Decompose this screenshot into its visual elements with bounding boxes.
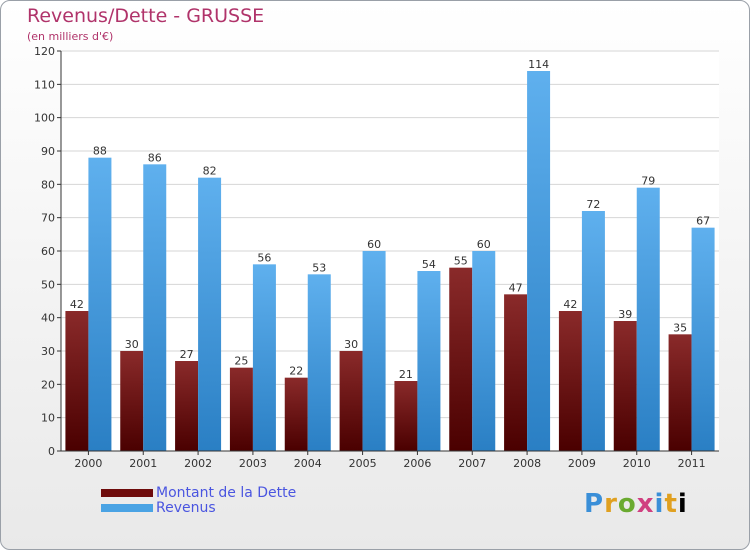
- bar-revenus: [581, 211, 605, 451]
- bar-dette: [65, 311, 89, 451]
- bar-revenus: [691, 227, 715, 451]
- y-tick-label: 90: [41, 145, 55, 158]
- data-label-dette: 30: [344, 338, 358, 351]
- data-label-revenus: 72: [586, 198, 600, 211]
- bar-dette: [613, 321, 637, 451]
- data-label-dette: 42: [70, 298, 84, 311]
- bar-revenus: [143, 164, 167, 452]
- y-tick-label: 110: [34, 78, 55, 91]
- data-label-dette: 47: [509, 281, 523, 294]
- y-tick-label: 100: [34, 112, 55, 125]
- x-tick-label: 2001: [129, 457, 157, 470]
- legend-label-dette: Montant de la Dette: [156, 485, 297, 501]
- y-tick-label: 40: [41, 312, 55, 325]
- bar-dette: [449, 267, 473, 451]
- data-label-dette: 25: [234, 355, 248, 368]
- bar-dette: [339, 351, 363, 451]
- data-label-dette: 30: [125, 338, 139, 351]
- bar-revenus: [527, 71, 551, 451]
- x-tick-label: 2008: [513, 457, 541, 470]
- bar-dette: [558, 311, 582, 451]
- data-label-dette: 35: [673, 321, 687, 334]
- chart-subtitle: (en milliers d'€): [27, 30, 114, 43]
- data-label-revenus: 67: [696, 215, 710, 228]
- data-label-revenus: 53: [312, 261, 326, 274]
- bar-dette: [284, 377, 308, 451]
- proxiti-logo: Proxiti: [584, 489, 688, 519]
- chart-title: Revenus/Dette - GRUSSE: [27, 5, 265, 27]
- data-label-revenus: 114: [528, 58, 549, 71]
- x-tick-label: 2007: [458, 457, 486, 470]
- bar-dette: [394, 381, 418, 451]
- data-label-revenus: 82: [203, 165, 217, 178]
- data-label-dette: 42: [563, 298, 577, 311]
- bar-revenus: [472, 251, 496, 451]
- bar-revenus: [307, 274, 331, 451]
- data-label-revenus: 60: [477, 238, 491, 251]
- data-label-dette: 21: [399, 368, 413, 381]
- y-tick-label: 80: [41, 178, 55, 191]
- y-tick-label: 10: [41, 412, 55, 425]
- x-tick-label: 2005: [349, 457, 377, 470]
- bar-revenus: [636, 187, 660, 451]
- bar-revenus: [417, 271, 441, 451]
- x-tick-label: 2006: [403, 457, 431, 470]
- data-label-revenus: 54: [422, 258, 436, 271]
- data-label-dette: 22: [289, 365, 303, 378]
- x-tick-label: 2004: [294, 457, 322, 470]
- y-tick-label: 30: [41, 345, 55, 358]
- bar-dette: [175, 361, 199, 451]
- x-tick-label: 2003: [239, 457, 267, 470]
- bar-dette: [668, 334, 692, 451]
- y-tick-label: 120: [34, 45, 55, 58]
- legend-swatch-dette: [101, 489, 153, 497]
- bar-dette: [229, 367, 253, 451]
- y-tick-label: 50: [41, 278, 55, 291]
- y-tick-label: 20: [41, 378, 55, 391]
- x-tick-label: 2011: [678, 457, 706, 470]
- data-label-dette: 55: [454, 255, 468, 268]
- bar-dette: [120, 351, 144, 451]
- data-label-revenus: 56: [257, 251, 271, 264]
- data-label-dette: 27: [180, 348, 194, 361]
- bar-revenus: [252, 264, 276, 451]
- bar-revenus: [362, 251, 386, 451]
- bar-revenus: [198, 177, 222, 451]
- legend-swatch-revenus: [101, 504, 153, 512]
- y-tick-label: 70: [41, 212, 55, 225]
- bar-revenus: [88, 157, 112, 451]
- x-tick-label: 2000: [74, 457, 102, 470]
- data-label-revenus: 79: [641, 175, 655, 188]
- data-label-revenus: 86: [148, 151, 162, 164]
- data-label-revenus: 88: [93, 145, 107, 158]
- data-label-dette: 39: [618, 308, 632, 321]
- x-tick-label: 2009: [568, 457, 596, 470]
- y-tick-label: 0: [48, 445, 55, 458]
- bar-dette: [504, 294, 528, 451]
- legend-label-revenus: Revenus: [156, 500, 216, 516]
- data-label-revenus: 60: [367, 238, 381, 251]
- x-tick-label: 2002: [184, 457, 212, 470]
- y-tick-label: 60: [41, 245, 55, 258]
- x-tick-label: 2010: [623, 457, 651, 470]
